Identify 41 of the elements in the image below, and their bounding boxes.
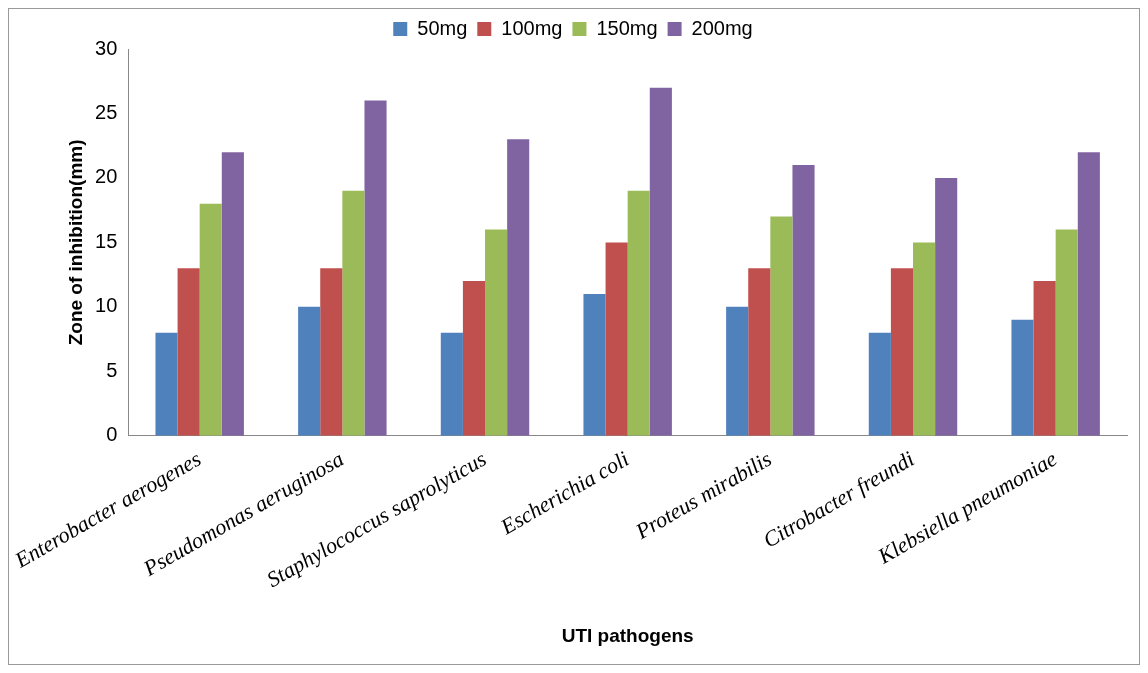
- bar: [298, 306, 321, 436]
- y-tick-label: 5: [106, 358, 118, 381]
- y-tick-label: 15: [95, 229, 118, 252]
- y-tick-label: 30: [95, 36, 118, 59]
- bar: [364, 100, 387, 436]
- bar: [155, 332, 178, 436]
- bar: [342, 190, 365, 436]
- bar: [627, 190, 650, 436]
- bar: [1033, 281, 1056, 436]
- bar: [320, 268, 343, 436]
- bar: [726, 306, 749, 436]
- y-tick-label: 0: [106, 423, 118, 446]
- bar: [935, 177, 958, 436]
- bar: [583, 293, 606, 436]
- x-axis-title: UTI pathogens: [561, 624, 694, 646]
- bar: [1055, 229, 1078, 436]
- y-tick-label: 25: [95, 100, 118, 123]
- legend-label: 200mg: [691, 16, 753, 39]
- bar: [792, 165, 815, 436]
- bar: [507, 139, 530, 436]
- bar: [649, 87, 672, 436]
- bar: [221, 152, 244, 436]
- y-tick-label: 10: [95, 294, 118, 317]
- legend-label: 150mg: [596, 16, 658, 39]
- y-axis-title: Zone of inhibition(mm): [64, 139, 86, 346]
- bar: [177, 268, 200, 436]
- legend-label: 100mg: [501, 16, 563, 39]
- bar: [199, 203, 222, 436]
- bar: [770, 216, 793, 436]
- bar: [440, 332, 463, 436]
- bar: [868, 332, 891, 436]
- legend-label: 50mg: [417, 16, 468, 39]
- bar: [890, 268, 913, 436]
- bar: [913, 242, 936, 436]
- bar: [748, 268, 771, 436]
- y-tick-label: 20: [95, 165, 118, 188]
- bar: [1077, 152, 1100, 436]
- bar: [485, 229, 508, 436]
- bar: [1011, 319, 1034, 436]
- bar: [605, 242, 628, 436]
- bar: [462, 281, 486, 436]
